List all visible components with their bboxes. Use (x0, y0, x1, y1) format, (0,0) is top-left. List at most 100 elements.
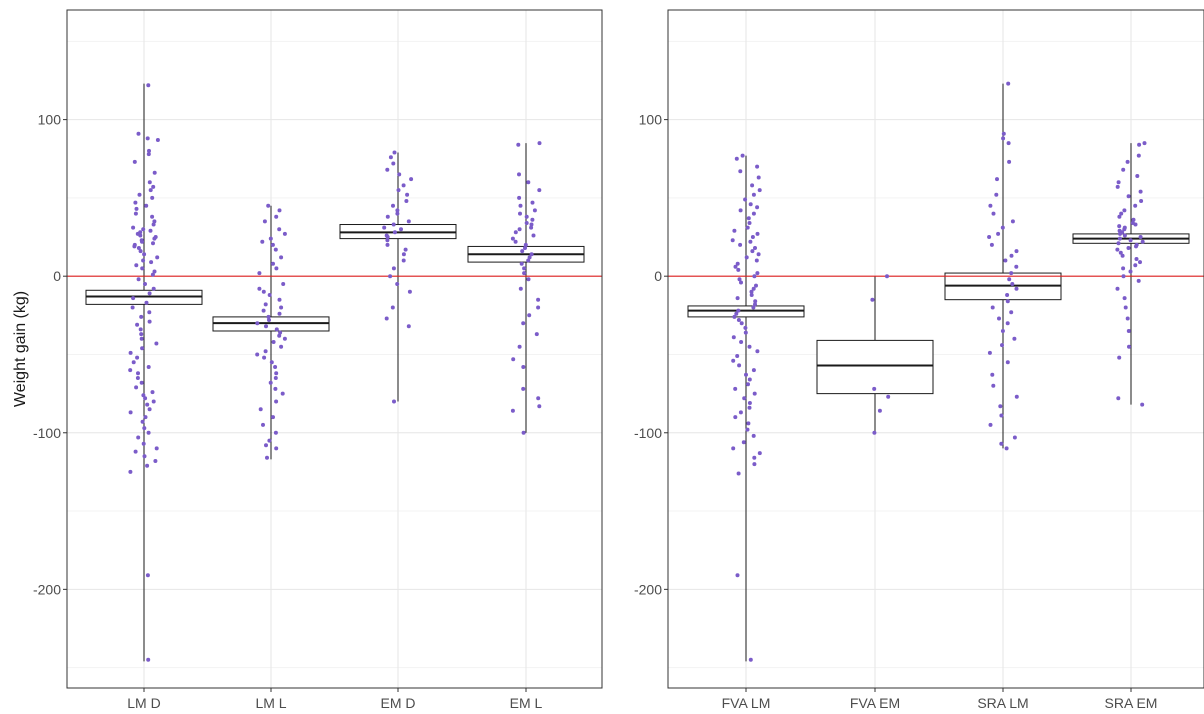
data-point (393, 151, 397, 155)
data-point (732, 229, 736, 233)
data-point (746, 428, 750, 432)
data-point (1127, 194, 1131, 198)
data-point (1123, 234, 1127, 238)
data-point (1006, 360, 1010, 364)
data-point (392, 400, 396, 404)
data-point (532, 234, 536, 238)
y-axis-title: Weight gain (kg) (12, 291, 29, 407)
data-point (750, 293, 754, 297)
data-point (1002, 132, 1006, 136)
data-point (748, 345, 752, 349)
data-point (990, 243, 994, 247)
data-point (145, 301, 149, 305)
data-point (385, 238, 389, 242)
data-point (536, 396, 540, 400)
data-point (148, 180, 152, 184)
data-point (274, 215, 278, 219)
data-point (1000, 343, 1004, 347)
data-point (537, 404, 541, 408)
data-point (1010, 282, 1014, 286)
data-point (1117, 224, 1121, 228)
data-point (1127, 329, 1131, 333)
data-point (259, 407, 263, 411)
data-point (745, 255, 749, 259)
data-point (1126, 160, 1130, 164)
data-point (153, 459, 157, 463)
data-point (140, 381, 144, 385)
data-point (1012, 337, 1016, 341)
y-tick-label: 100 (38, 112, 62, 128)
data-point (740, 321, 744, 325)
x-tick-label: SRA LM (977, 695, 1028, 711)
data-point (1122, 208, 1126, 212)
data-point (1140, 403, 1144, 407)
data-point (755, 259, 759, 263)
data-point (407, 219, 411, 223)
data-point (1009, 271, 1013, 275)
data-point (739, 410, 743, 414)
data-point (135, 207, 139, 211)
data-point (529, 226, 533, 230)
data-point (283, 232, 287, 236)
data-point (742, 396, 746, 400)
data-point (1137, 143, 1141, 147)
data-point (738, 243, 742, 247)
data-point (1139, 199, 1143, 203)
data-point (526, 180, 530, 184)
data-point (521, 321, 525, 325)
data-point (1139, 190, 1143, 194)
data-point (392, 266, 396, 270)
data-point (734, 265, 738, 269)
data-point (134, 263, 138, 267)
data-point (1010, 254, 1014, 258)
data-point (1116, 185, 1120, 189)
data-point (531, 201, 535, 205)
data-point (511, 357, 515, 361)
data-point (746, 421, 750, 425)
data-point (148, 320, 152, 324)
data-point (746, 226, 750, 230)
data-point (1141, 240, 1145, 244)
data-point (746, 382, 750, 386)
data-point (870, 298, 874, 302)
data-point (274, 371, 278, 375)
data-point (999, 442, 1003, 446)
data-point (134, 212, 138, 216)
data-point (393, 230, 397, 234)
data-point (1117, 356, 1121, 360)
data-point (757, 176, 761, 180)
data-point (737, 318, 741, 322)
data-point (1116, 396, 1120, 400)
x-tick-label: FVA LM (722, 695, 771, 711)
data-point (731, 238, 735, 242)
data-point (142, 426, 146, 430)
data-point (739, 208, 743, 212)
data-point (525, 215, 529, 219)
data-point (731, 359, 735, 363)
data-point (151, 185, 155, 189)
data-point (747, 216, 751, 220)
data-point (144, 415, 148, 419)
data-point (269, 237, 273, 241)
data-point (395, 282, 399, 286)
data-point (741, 154, 745, 158)
data-point (753, 246, 757, 250)
data-point (277, 227, 281, 231)
data-point (278, 208, 282, 212)
data-point (533, 208, 537, 212)
y-tick-label: 0 (654, 268, 662, 284)
data-point (987, 235, 991, 239)
data-point (274, 400, 278, 404)
data-point (733, 387, 737, 391)
data-point (511, 409, 515, 413)
data-point (757, 252, 761, 256)
data-point (736, 573, 740, 577)
data-point (283, 337, 287, 341)
data-point (753, 392, 757, 396)
data-point (872, 387, 876, 391)
data-point (133, 160, 137, 164)
data-point (136, 436, 140, 440)
data-point (397, 172, 401, 176)
data-point (257, 271, 261, 275)
data-point (735, 157, 739, 161)
